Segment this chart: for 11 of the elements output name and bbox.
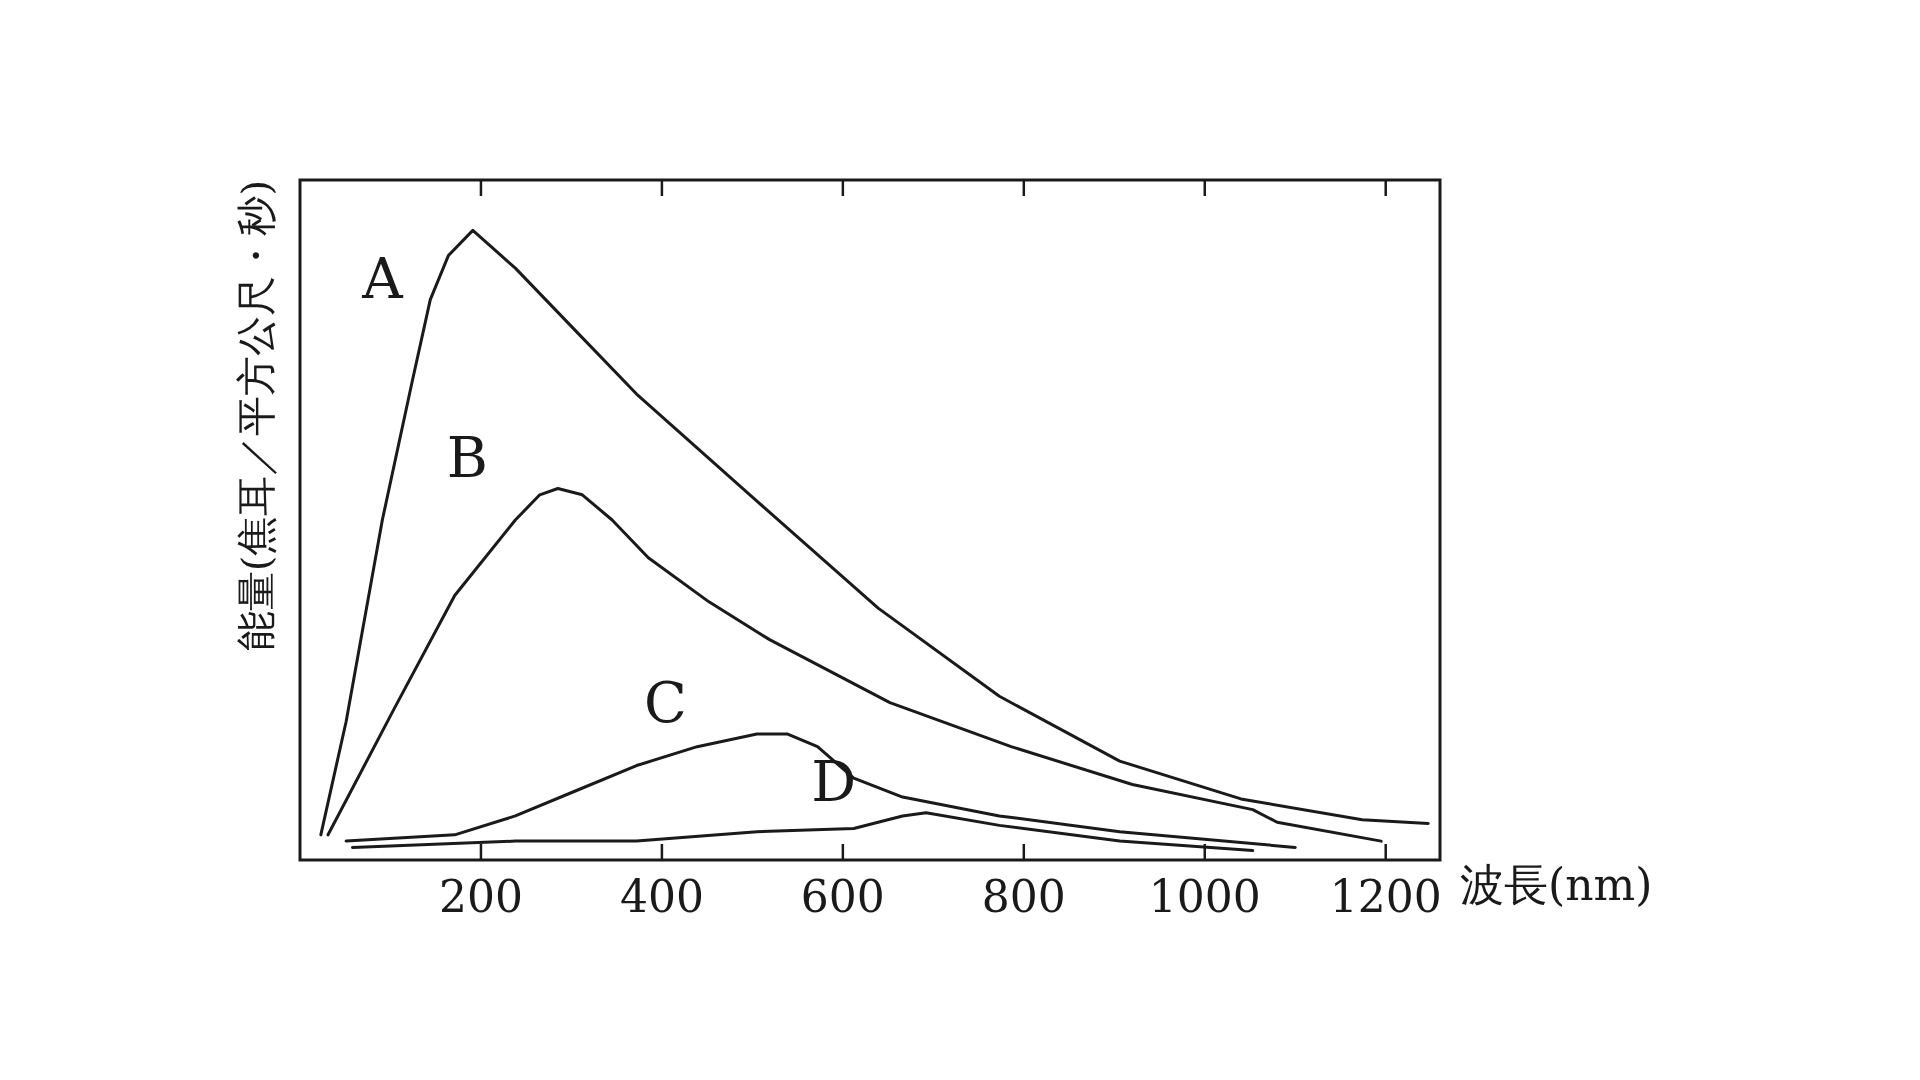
y-axis-title: 能量(焦耳／平方公尺・秒) — [233, 180, 279, 652]
series-label: A — [361, 246, 404, 312]
x-tick-label: 800 — [981, 871, 1066, 922]
x-tick-label: 200 — [438, 871, 523, 922]
x-axis-title: 波長(nm) — [1460, 859, 1653, 910]
x-tick-label: 1200 — [1329, 871, 1442, 922]
x-tick-label: 1000 — [1148, 871, 1261, 922]
series-label: C — [644, 670, 687, 736]
x-tick-label: 400 — [619, 871, 704, 922]
series-label: B — [446, 424, 488, 490]
x-tick-label: 600 — [800, 871, 885, 922]
